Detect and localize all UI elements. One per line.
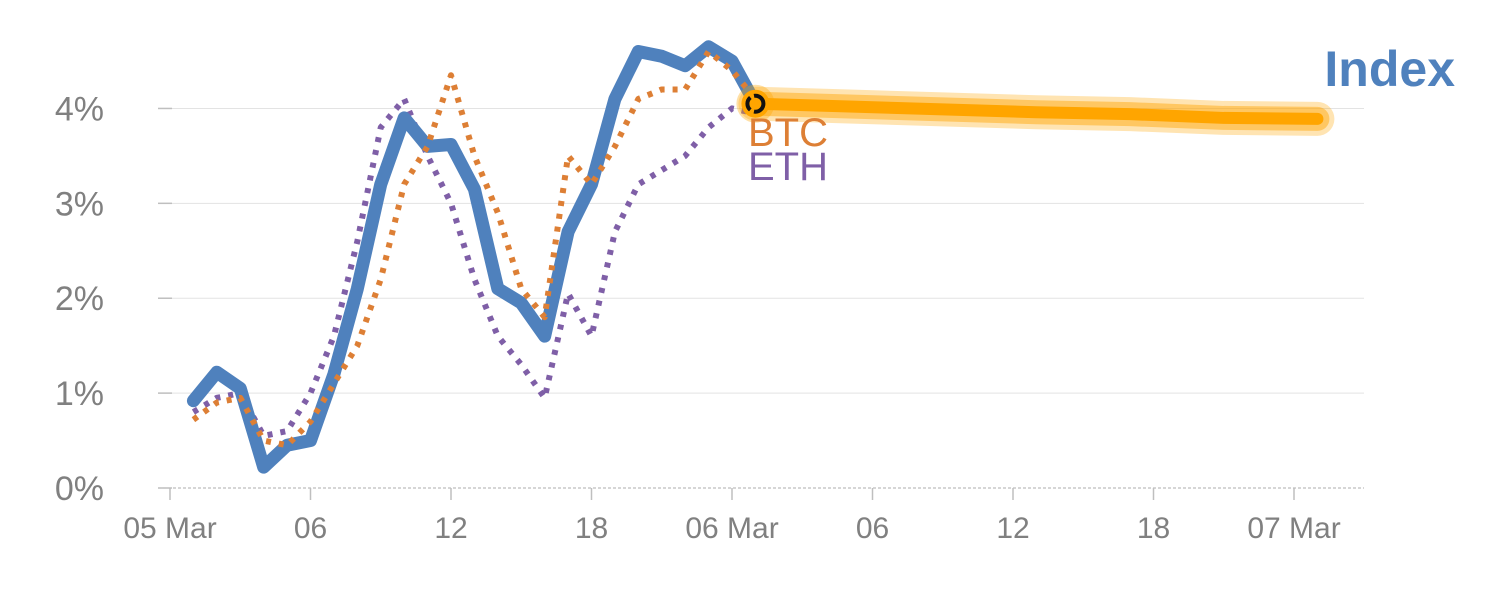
x-tick-label-0: 05 Mar <box>123 512 216 545</box>
forecast-band-line <box>749 97 1324 125</box>
chart-title: Index <box>1324 41 1455 97</box>
y-tick-label-1: 1% <box>55 375 104 413</box>
series-lines <box>186 40 762 474</box>
x-tick-label-6: 12 <box>996 512 1029 545</box>
y-tick-label-3: 3% <box>55 185 104 223</box>
series-line-index <box>186 40 762 474</box>
series-label-btc: BTC <box>748 111 828 155</box>
x-tick-label-1: 06 <box>294 512 327 545</box>
series-line-btc <box>191 48 758 449</box>
x-axis: 05 Mar 06 12 18 06 Mar 06 12 18 07 Mar <box>123 487 1364 545</box>
x-tick-label-7: 18 <box>1137 512 1170 545</box>
series-label-eth: ETH <box>748 145 828 189</box>
y-tick-label-0: 0% <box>55 470 104 508</box>
x-tick-label-4: 06 Mar <box>685 512 778 545</box>
current-marker <box>736 84 775 123</box>
x-tick-label-2: 12 <box>434 512 467 545</box>
forecast-band <box>738 86 1335 136</box>
x-tick-label-5: 06 <box>856 512 889 545</box>
y-tick-label-2: 2% <box>55 280 104 318</box>
x-tick-label-8: 07 Mar <box>1247 512 1340 545</box>
y-tick-label-4: 4% <box>55 90 104 128</box>
y-axis: 0% 1% 2% 3% 4% <box>55 90 172 508</box>
x-tick-label-3: 18 <box>575 512 608 545</box>
marker-center <box>745 93 766 114</box>
